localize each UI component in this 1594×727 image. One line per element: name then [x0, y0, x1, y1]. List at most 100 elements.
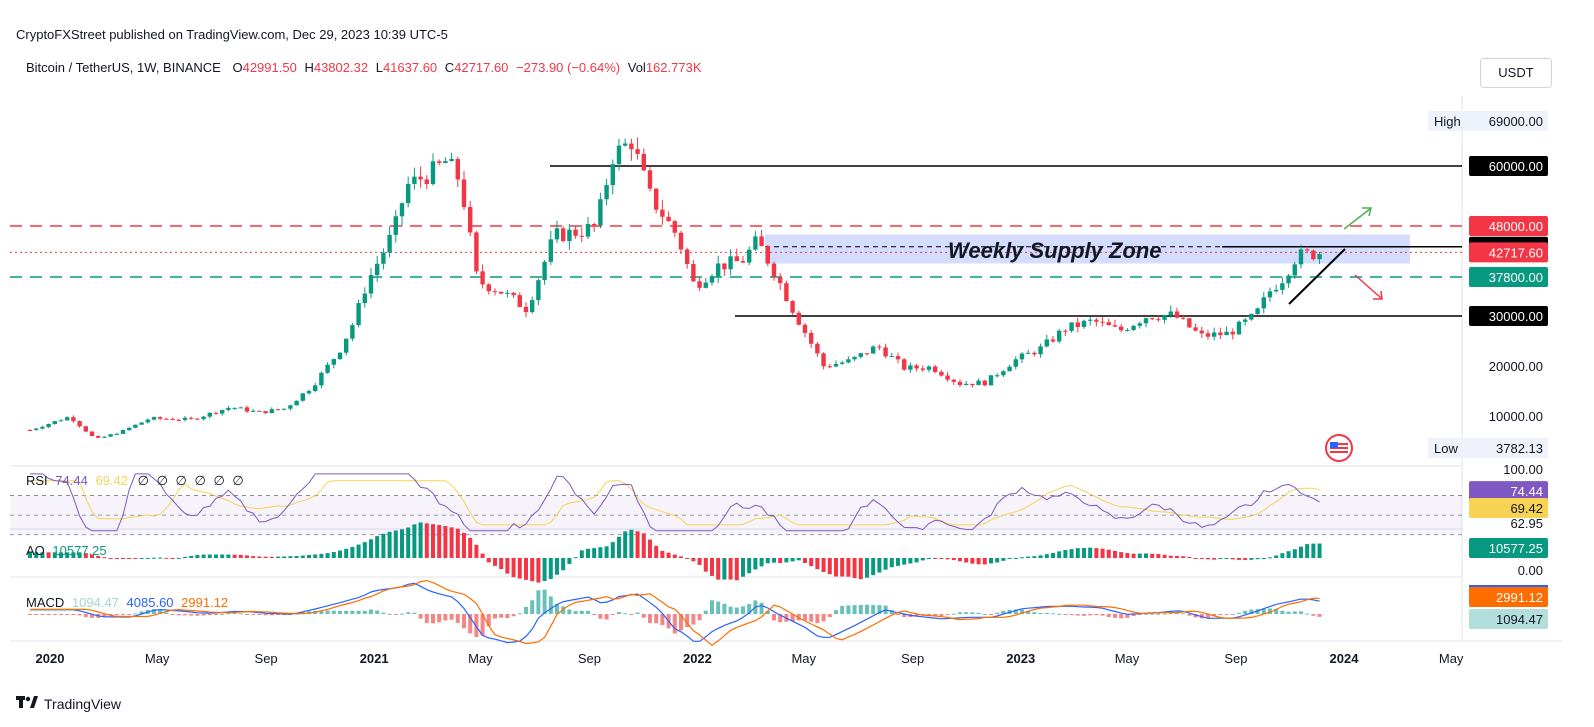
chart-canvas[interactable]: 60000.0048000.0043860.0042717.6037800.00… — [0, 0, 1594, 690]
candle-body — [511, 292, 516, 296]
macd-hist-bar — [207, 614, 212, 616]
macd-hist-bar — [1181, 613, 1186, 615]
candle-body — [182, 417, 188, 420]
ao-bar — [492, 558, 497, 566]
candle-body — [89, 431, 95, 436]
macd-hist-bar — [1311, 614, 1316, 616]
macd-hist-bar — [34, 614, 39, 615]
time-tick-label: Sep — [255, 651, 278, 666]
macd-hist-bar — [771, 614, 776, 621]
ao-bar — [176, 557, 181, 559]
macd-hist-bar — [740, 606, 745, 614]
candle-body — [790, 301, 795, 313]
ao-bar — [889, 558, 894, 568]
ao-bar — [1119, 552, 1124, 558]
candle-body — [523, 306, 529, 313]
ao-bar — [1255, 558, 1260, 560]
ao-bar — [71, 552, 76, 558]
candle-body — [1199, 330, 1204, 334]
macd-hist-bar — [511, 614, 516, 617]
macd-hist-bar — [635, 612, 640, 614]
candle-body — [1230, 331, 1235, 335]
rsi-line — [30, 473, 1320, 532]
ao-bar — [1243, 558, 1248, 560]
rsi-value-tag-bg — [1469, 481, 1548, 502]
candle-body — [622, 143, 628, 146]
us-flag-icon[interactable] — [1325, 434, 1353, 462]
ao-bar — [164, 557, 169, 559]
price-level-tag-bg — [1469, 306, 1548, 326]
candle-body — [1075, 322, 1080, 327]
ao-bar — [1292, 549, 1297, 558]
macd-hist-bar — [1292, 611, 1297, 614]
macd-hist-bar — [40, 614, 45, 615]
ao-bar — [406, 527, 411, 558]
candle-body — [635, 149, 640, 154]
macd-hist-bar — [220, 613, 225, 615]
ao-bar — [1236, 558, 1241, 560]
ao-bar — [821, 558, 826, 572]
time-tick-label: Sep — [1224, 651, 1247, 666]
candle-body — [139, 422, 144, 425]
macd-hist-bar — [437, 614, 442, 623]
ao-value-tag: 10577.25 — [1489, 541, 1543, 556]
macd-hist-bar — [629, 614, 634, 615]
macd-hist-bar — [468, 614, 473, 634]
candle-body — [1001, 371, 1006, 376]
ao-bar — [802, 558, 807, 563]
macd-hist-bar — [654, 614, 659, 624]
macd-hist-bar — [536, 590, 541, 614]
ao-bar — [796, 558, 801, 561]
ao-bar — [827, 558, 832, 575]
macd-hist-bar — [1137, 614, 1142, 615]
candle-body — [660, 209, 665, 217]
ao-bar — [561, 558, 566, 571]
macd-line-value: 4085.60 — [126, 595, 174, 610]
candle-body — [1180, 317, 1186, 319]
candle-body — [1255, 308, 1260, 315]
ao-bar — [846, 558, 851, 577]
currency-button[interactable]: USDT — [1480, 58, 1552, 88]
macd-hist-bar — [846, 605, 851, 614]
tradingview-brand[interactable]: TradingView — [16, 695, 121, 712]
ao-bar — [579, 550, 584, 558]
candle-body — [114, 433, 119, 435]
candle-body — [598, 199, 603, 226]
candle-body — [858, 353, 863, 357]
candle-body — [908, 365, 913, 370]
ao-bar — [127, 558, 132, 559]
macd-hist-bar — [474, 614, 479, 638]
candle-body — [306, 391, 312, 394]
macd-hist-bar — [139, 611, 144, 614]
macd-hist-bar — [579, 610, 584, 614]
ao-bar — [461, 532, 466, 558]
candle-body — [244, 407, 250, 412]
ao-bar — [542, 558, 547, 581]
ao-bar — [877, 558, 882, 573]
ao-bar — [412, 524, 417, 558]
candle-body — [27, 430, 33, 431]
macd-hist-bar — [1317, 614, 1322, 617]
candle-body — [554, 228, 560, 240]
candle-body — [573, 229, 578, 236]
macd-hist-bar — [1013, 609, 1018, 614]
candle-body — [697, 281, 702, 288]
time-tick-label: Sep — [901, 651, 924, 666]
candle-body — [1168, 311, 1173, 316]
candle-body — [1187, 318, 1192, 328]
candle-body — [1025, 352, 1031, 354]
macd-hist-bar — [1038, 612, 1043, 614]
ao-bar — [480, 553, 485, 558]
macd-pane — [28, 579, 1322, 647]
ao-bar — [548, 558, 553, 579]
trendline — [1288, 248, 1346, 305]
macd-hist-bar — [356, 610, 361, 614]
macd-hist-bar — [114, 614, 119, 615]
macd-hist-bar — [815, 614, 820, 624]
ao-bar — [46, 552, 51, 558]
macd-hist-bar — [1298, 611, 1303, 614]
ao-bar — [381, 533, 386, 558]
ao-bar — [108, 558, 113, 559]
macd-hist-bar — [809, 614, 814, 622]
macd-hist-bar — [1094, 614, 1099, 616]
